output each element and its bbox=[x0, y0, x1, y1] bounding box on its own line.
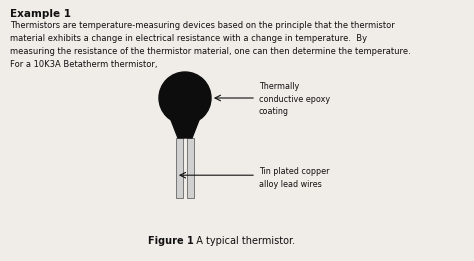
Polygon shape bbox=[171, 120, 199, 138]
Text: Thermistors are temperature-measuring devices based on the principle that the th: Thermistors are temperature-measuring de… bbox=[10, 21, 411, 69]
Bar bbox=[176, 138, 183, 198]
Text: Tin plated copper
alloy lead wires: Tin plated copper alloy lead wires bbox=[259, 167, 329, 189]
Text: Thermally
conductive epoxy
coating: Thermally conductive epoxy coating bbox=[259, 82, 330, 116]
Text: A typical thermistor.: A typical thermistor. bbox=[190, 236, 295, 246]
Bar bbox=[187, 138, 194, 198]
Text: Example 1: Example 1 bbox=[10, 9, 71, 19]
Text: Figure 1: Figure 1 bbox=[148, 236, 194, 246]
Circle shape bbox=[159, 72, 211, 124]
